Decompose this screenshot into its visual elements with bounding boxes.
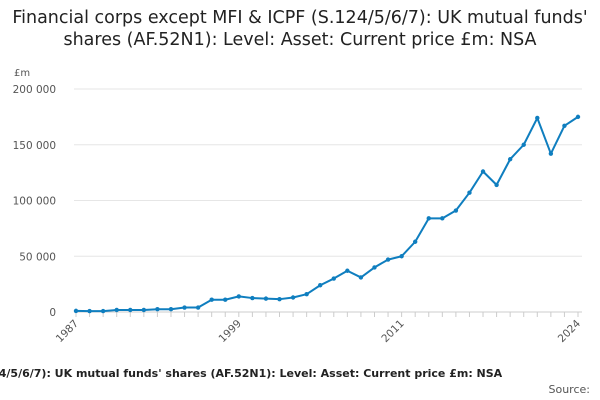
data-point [331,276,336,281]
y-tick-label: 0 [49,307,56,319]
data-point [412,239,418,244]
footer-title: Financial corps except MFI & ICPF (S.124… [0,367,600,383]
data-point [480,169,486,174]
y-tick-label: 100 000 [13,196,56,208]
y-tick-label: 50 000 [19,251,56,263]
data-point [114,307,119,313]
y-axis-unit-label: £m [14,68,31,79]
footer-source-label: Source: [548,383,591,396]
y-tick-label: 200 000 [13,84,56,96]
data-point [100,308,106,314]
data-point [318,283,323,288]
x-tick-label: 1999 [217,318,244,345]
data-point [141,307,147,313]
data-point [562,123,567,128]
data-point [250,295,255,301]
data-point [263,296,269,301]
data-point [195,305,201,310]
data-point [494,182,499,188]
data-point [440,216,445,221]
x-tick-label: 2011 [379,318,406,345]
x-tick-label: 2024 [556,317,584,345]
footer-title-text: Financial corps except MFI & ICPF (S.124… [0,367,503,380]
data-point [535,115,540,121]
x-tick-label: 1987 [54,318,81,345]
data-point [236,294,242,299]
data-point [399,254,404,259]
data-point [372,265,377,270]
data-point [575,114,581,120]
data-point [358,275,364,280]
data-point [345,268,350,273]
data-point [168,307,174,312]
data-point [304,291,309,297]
series-line [75,115,579,313]
data-point [209,297,214,302]
data-point [128,307,133,313]
data-point [507,157,513,162]
data-point [426,216,431,221]
data-point [290,295,296,300]
data-point [277,296,282,302]
data-point [467,190,472,195]
data-point [385,257,391,262]
data-point [87,308,92,314]
data-point [223,297,228,302]
data-point [73,308,79,314]
data-point [155,307,160,312]
y-tick-label: 150 000 [13,140,56,152]
data-point [548,151,554,156]
footer-source: Source: [549,383,591,396]
data-point [521,142,526,147]
data-point [453,208,459,213]
data-point [182,305,187,310]
chart-title: Financial corps except MFI & ICPF (S.124… [12,8,588,50]
